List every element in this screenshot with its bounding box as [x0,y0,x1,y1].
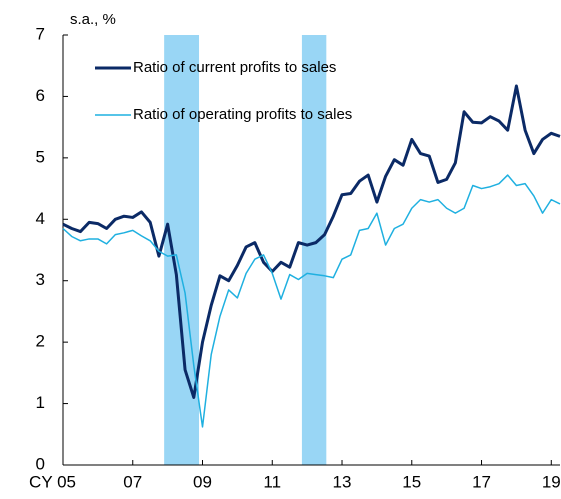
x-tick-label: CY 05 [29,472,76,491]
x-tick-label: 11 [263,472,281,491]
legend-label: Ratio of operating profits to sales [133,106,352,123]
shaded-period [301,35,327,465]
y-tick-label: 0 [36,454,45,473]
y-tick-label: 7 [36,24,45,43]
y-tick-label: 2 [36,332,45,351]
y-axis-label: s.a., % [70,11,116,28]
y-tick-label: 4 [36,209,45,228]
shaded-period [164,35,200,465]
x-tick-label: 13 [333,472,352,491]
y-tick-label: 5 [36,147,45,166]
y-tick-label: 3 [36,270,45,289]
y-tick-label: 6 [36,86,45,105]
x-tick-label: 09 [193,472,212,491]
x-tick-label: 19 [542,472,561,491]
x-tick-label: 17 [472,472,491,491]
series-line [62,84,561,399]
legend-label: Ratio of current profits to sales [133,59,336,76]
x-tick-label: 15 [402,472,421,491]
x-tick-label: 07 [123,472,142,491]
y-tick-label: 1 [36,393,45,412]
series-line [62,174,561,428]
